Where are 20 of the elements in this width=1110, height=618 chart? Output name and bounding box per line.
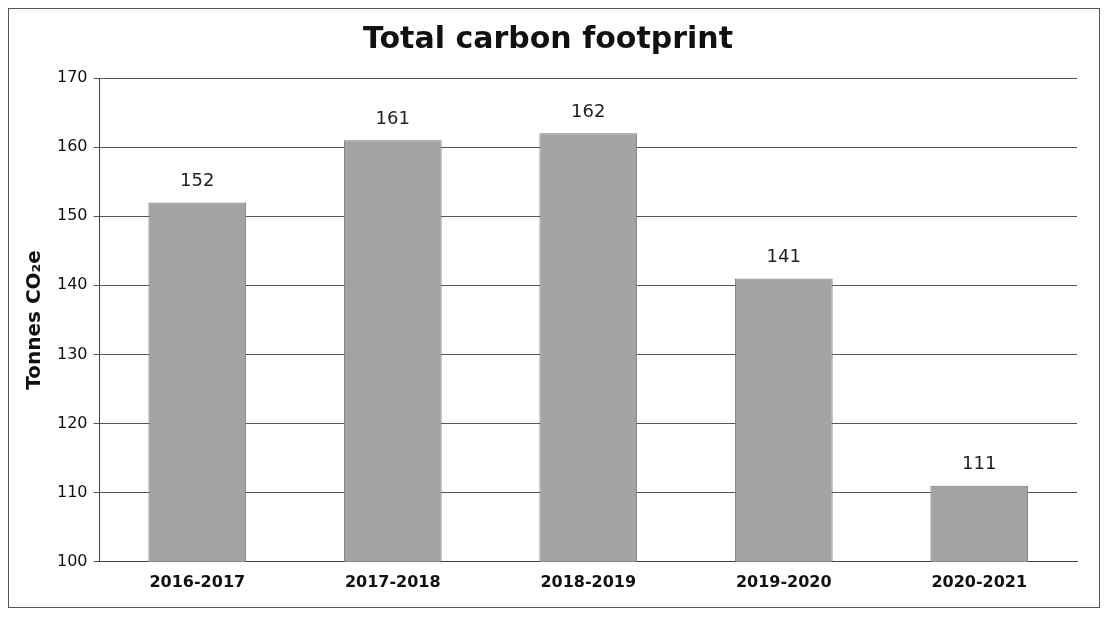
- x-tick-label: 2019-2020: [735, 571, 832, 591]
- y-tick-label: 170: [56, 67, 88, 87]
- y-tick-label: 150: [56, 205, 88, 225]
- x-tick-label: 2017-2018: [344, 571, 441, 591]
- y-tick-label: 100: [56, 550, 88, 570]
- x-tick-label: 2016-2017: [149, 571, 246, 591]
- y-tick-label: 160: [56, 136, 88, 156]
- y-tick-label: 130: [56, 343, 88, 363]
- x-tick-label: 2020-2021: [931, 571, 1028, 591]
- data-label: 111: [962, 452, 997, 474]
- y-tick-label: 110: [56, 481, 88, 501]
- data-label: 141: [766, 245, 801, 267]
- data-label: 152: [180, 169, 215, 191]
- data-label: 162: [571, 99, 606, 121]
- x-tick-label: 2018-2019: [540, 571, 637, 591]
- y-tick-label: 120: [56, 412, 88, 432]
- data-label: 161: [375, 106, 410, 128]
- y-tick-label: 140: [56, 274, 88, 294]
- chart-title: Total carbon footprint: [363, 19, 733, 55]
- y-axis-title: Tonnes CO₂e: [21, 250, 46, 390]
